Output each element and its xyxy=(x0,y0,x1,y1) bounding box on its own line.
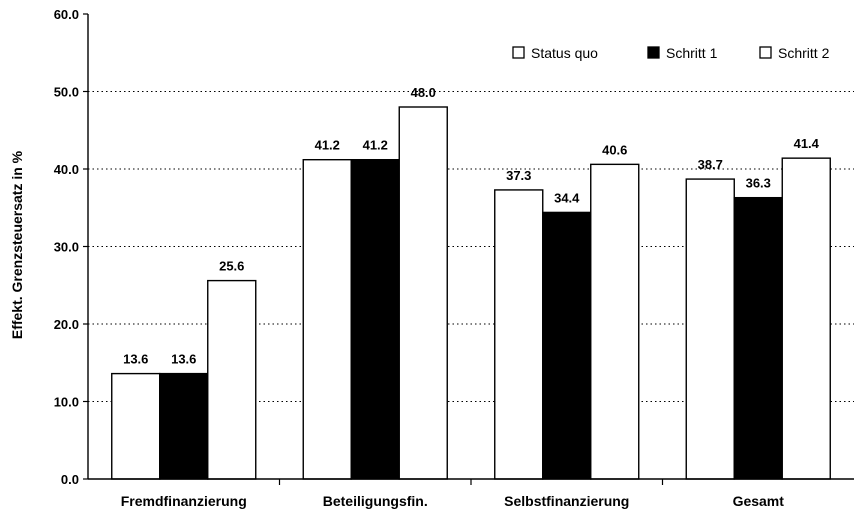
labels: 0.0 10.0 20.0 30.0 40.0 50.0 60.0 13.6 13.6 25.6 F… xyxy=(54,7,820,509)
data-label: 41.2 xyxy=(363,138,388,153)
y-tick-label: 10.0 xyxy=(54,395,79,410)
data-label: 37.3 xyxy=(506,168,531,183)
axes xyxy=(83,13,854,485)
y-tick-label: 0.0 xyxy=(61,472,79,487)
grid-lines xyxy=(88,91,854,402)
data-label: 36.3 xyxy=(746,176,771,191)
bars xyxy=(111,106,831,480)
x-category-label: Gesamt xyxy=(733,493,785,509)
data-label: 48.0 xyxy=(411,85,436,100)
data-label: 38.7 xyxy=(698,157,723,172)
data-label: 13.6 xyxy=(123,352,148,367)
legend-label: Status quo xyxy=(531,45,598,61)
bar xyxy=(542,211,592,480)
data-label: 25.6 xyxy=(219,259,244,274)
bar xyxy=(781,157,831,480)
x-category-label: Beteiligungsfin. xyxy=(323,493,428,509)
bar xyxy=(159,372,209,480)
legend: Status quo Schritt 1 Schritt 2 xyxy=(512,45,830,61)
legend-label: Schritt 1 xyxy=(666,45,718,61)
legend-swatch xyxy=(759,46,772,59)
bar xyxy=(207,279,257,480)
bar xyxy=(590,163,640,480)
legend-swatch xyxy=(512,46,525,59)
legend-swatch xyxy=(647,46,660,59)
data-label: 41.2 xyxy=(315,138,340,153)
data-label: 40.6 xyxy=(602,142,627,157)
y-axis-label: Effekt. Grenzsteuersatz in % xyxy=(9,150,25,339)
bar xyxy=(494,189,544,480)
y-tick-label: 50.0 xyxy=(54,85,79,100)
data-label: 41.4 xyxy=(794,136,820,151)
bar xyxy=(302,158,352,480)
bar xyxy=(733,196,783,480)
y-tick-label: 30.0 xyxy=(54,240,79,255)
x-category-label: Fremdfinanzierung xyxy=(121,493,247,509)
bar xyxy=(398,106,448,480)
bar xyxy=(685,178,735,480)
bar xyxy=(111,372,161,480)
data-label: 13.6 xyxy=(171,352,196,367)
bar xyxy=(350,158,400,480)
y-tick-label: 20.0 xyxy=(54,317,79,332)
legend-label: Schritt 2 xyxy=(778,45,830,61)
y-tick-label: 40.0 xyxy=(54,162,79,177)
data-label: 34.4 xyxy=(554,190,580,205)
y-tick-label: 60.0 xyxy=(54,7,79,22)
x-category-label: Selbstfinanzierung xyxy=(504,493,629,509)
